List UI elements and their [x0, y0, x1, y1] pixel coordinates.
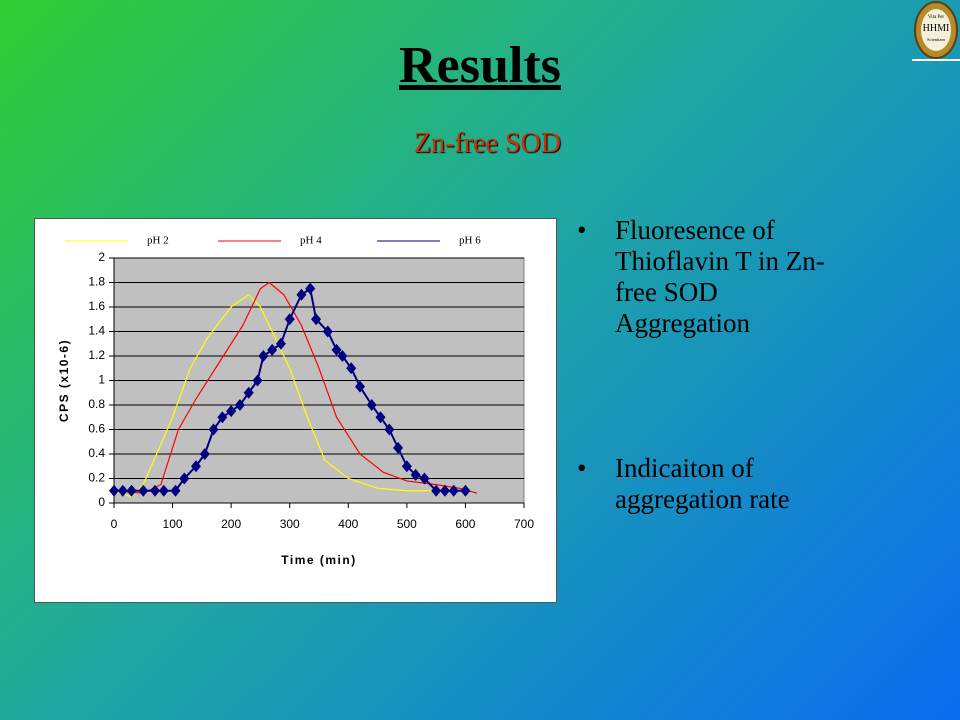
y-tick-label: 0 — [98, 495, 105, 509]
subtitle: Zn-free SOD — [414, 128, 561, 159]
data-point — [460, 484, 471, 497]
x-tick-label: 200 — [221, 517, 241, 531]
data-point — [158, 484, 169, 497]
legend-label: pH 2 — [147, 235, 169, 247]
data-point — [355, 380, 365, 393]
data-point — [366, 399, 377, 411]
y-tick-label: 0.8 — [88, 397, 105, 411]
data-point — [284, 313, 295, 326]
data-point — [208, 423, 219, 436]
data-point — [439, 484, 450, 497]
x-tick-label: 0 — [111, 517, 118, 531]
legend-label: pH 6 — [459, 235, 481, 247]
logo-text: Vita Per — [928, 15, 945, 20]
y-tick-label: 0.4 — [88, 446, 105, 460]
bullet: Indicaiton of aggregation rate — [575, 453, 855, 515]
data-point — [431, 484, 442, 497]
x-tick-label: 700 — [514, 517, 534, 531]
data-point — [226, 405, 237, 418]
data-point — [410, 468, 421, 481]
data-point — [322, 325, 333, 338]
data-point — [393, 441, 404, 454]
data-point — [346, 362, 357, 375]
y-tick-label: 0.6 — [88, 422, 105, 436]
data-point — [275, 337, 286, 350]
y-tick-label: 2 — [98, 250, 105, 264]
y-axis-label: CPS (x10-6) — [57, 339, 71, 422]
y-tick-label: 0.2 — [88, 471, 105, 485]
data-point — [150, 484, 160, 497]
data-point — [337, 350, 348, 362]
data-point — [375, 411, 386, 424]
data-point — [138, 484, 149, 497]
logo: Vita Per HHMI Scientiam — [912, 1, 960, 61]
data-point — [401, 460, 412, 473]
y-tick-label: 1.2 — [88, 348, 105, 362]
bullet-list: Fluoresence of Thioflavin T in Zn-free S… — [575, 215, 855, 515]
data-point — [170, 484, 181, 497]
legend-label: pH 4 — [300, 235, 322, 247]
data-point — [311, 313, 322, 326]
data-point — [296, 288, 307, 301]
data-point — [448, 484, 459, 497]
data-point — [305, 282, 316, 295]
series-line — [113, 281, 478, 494]
logo-text: HHMI — [923, 23, 950, 34]
x-axis-label: Time (min) — [281, 553, 356, 567]
bullet: Fluoresence of Thioflavin T in Zn-free S… — [575, 215, 855, 339]
data-point — [126, 484, 137, 497]
data-point — [258, 350, 269, 362]
logo-face — [921, 9, 951, 51]
chart: 0 0.2 0.4 0.6 0.8 1 1.2 1.4 1.6 1.8 2 0 100 200 300 400… — [34, 218, 557, 603]
data-point — [199, 448, 210, 460]
data-point — [267, 343, 278, 356]
title: Results — [399, 37, 561, 94]
data-point — [217, 411, 228, 424]
x-tick-label: 600 — [455, 517, 475, 531]
x-tick-label: 500 — [397, 517, 417, 531]
y-tick-label: 1.4 — [88, 324, 105, 338]
y-tick-label: 1.8 — [88, 275, 105, 289]
data-point — [109, 484, 119, 497]
data-point — [234, 399, 245, 411]
y-tick-label: 1.6 — [88, 299, 105, 313]
series-line — [113, 293, 466, 498]
x-tick-label: 100 — [163, 517, 183, 531]
data-point — [419, 472, 430, 485]
logo-text: Scientiam — [927, 37, 945, 42]
data-point — [191, 460, 201, 473]
data-point — [243, 386, 254, 399]
data-point — [384, 423, 395, 436]
x-tick-label: 400 — [338, 517, 358, 531]
data-point — [252, 374, 263, 387]
data-point — [117, 484, 128, 497]
data-point — [179, 472, 190, 485]
x-tick-label: 300 — [280, 517, 300, 531]
y-tick-label: 1 — [98, 373, 105, 387]
data-point — [331, 343, 342, 356]
